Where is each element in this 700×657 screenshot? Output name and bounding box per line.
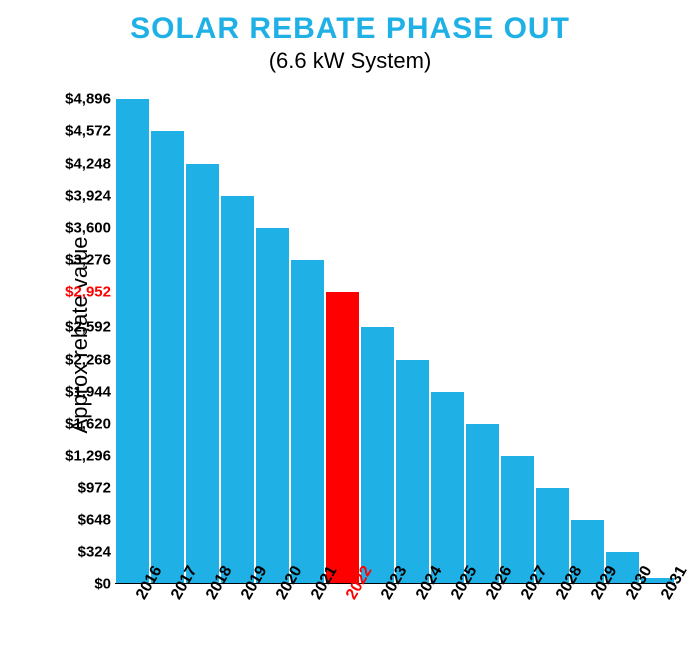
y-tick-label: $2,952 <box>65 283 111 300</box>
bar-slot <box>220 94 255 584</box>
y-tick-label: $4,896 <box>65 91 111 108</box>
y-ticks: $4,896 $4,572 $4,248 $3,924 $3,600 $3,276 $2,9… <box>45 94 115 584</box>
bar-slot <box>500 94 535 584</box>
bar <box>291 260 323 584</box>
x-label-slot: 2019 <box>220 584 255 644</box>
chart-subtitle: (6.6 kW System) <box>0 48 700 74</box>
bar <box>431 392 463 584</box>
bar-slot <box>255 94 290 584</box>
x-label-slot: 2029 <box>570 584 605 644</box>
bar-slot <box>290 94 325 584</box>
bar <box>396 360 428 585</box>
y-tick-label: $648 <box>78 511 111 528</box>
x-label-slot: 2021 <box>290 584 325 644</box>
y-tick-label: $972 <box>78 479 111 496</box>
x-label-slot: 2023 <box>360 584 395 644</box>
bar-slot <box>605 94 640 584</box>
bars-container <box>115 94 675 584</box>
bar-slot <box>640 94 675 584</box>
y-tick-label: $4,248 <box>65 155 111 172</box>
y-tick-label: $1,944 <box>65 383 111 400</box>
bar <box>116 99 148 584</box>
y-tick-label: $4,572 <box>65 123 111 140</box>
y-tick-label: $1,296 <box>65 447 111 464</box>
y-tick-label: $2,268 <box>65 351 111 368</box>
chart-title: SOLAR REBATE PHASE OUT <box>0 12 700 46</box>
bar-slot <box>115 94 150 584</box>
x-label-slot: 2022 <box>325 584 360 644</box>
x-labels: 2016201720182019202020212022202320242025… <box>115 584 675 644</box>
plot-area: $4,896$4,572$4,248$3,924$3,600$3,276$2,9… <box>115 94 675 584</box>
x-label-slot: 2030 <box>605 584 640 644</box>
bar <box>151 131 183 584</box>
x-label-slot: 2027 <box>500 584 535 644</box>
bar <box>326 292 358 584</box>
x-label-slot: 2020 <box>255 584 290 644</box>
bar <box>221 196 253 584</box>
bar <box>361 327 393 584</box>
x-label-slot: 2025 <box>430 584 465 644</box>
y-tick-label: $2,592 <box>65 319 111 336</box>
x-label-slot: 2028 <box>535 584 570 644</box>
bar-slot <box>570 94 605 584</box>
bar <box>501 456 533 584</box>
y-tick-label: $324 <box>78 543 111 560</box>
x-label-slot: 2026 <box>465 584 500 644</box>
bar-slot <box>325 94 360 584</box>
x-label-slot: 2024 <box>395 584 430 644</box>
x-label-slot: 2016 <box>115 584 150 644</box>
bar <box>186 164 218 585</box>
bar-slot <box>430 94 465 584</box>
bar <box>256 228 288 584</box>
y-tick-label: $0 <box>94 576 111 593</box>
bar-slot <box>360 94 395 584</box>
y-tick-label: $3,600 <box>65 219 111 236</box>
x-label-slot: 2018 <box>185 584 220 644</box>
bar-slot <box>535 94 570 584</box>
x-label-slot: 2017 <box>150 584 185 644</box>
bar-slot <box>465 94 500 584</box>
y-tick-label: $3,924 <box>65 187 111 204</box>
bar-slot <box>185 94 220 584</box>
bar-slot <box>150 94 185 584</box>
x-label-slot: 2031 <box>640 584 675 644</box>
bar <box>466 424 498 584</box>
bar-slot <box>395 94 430 584</box>
y-tick-label: $3,276 <box>65 251 111 268</box>
y-tick-label: $1,620 <box>65 415 111 432</box>
